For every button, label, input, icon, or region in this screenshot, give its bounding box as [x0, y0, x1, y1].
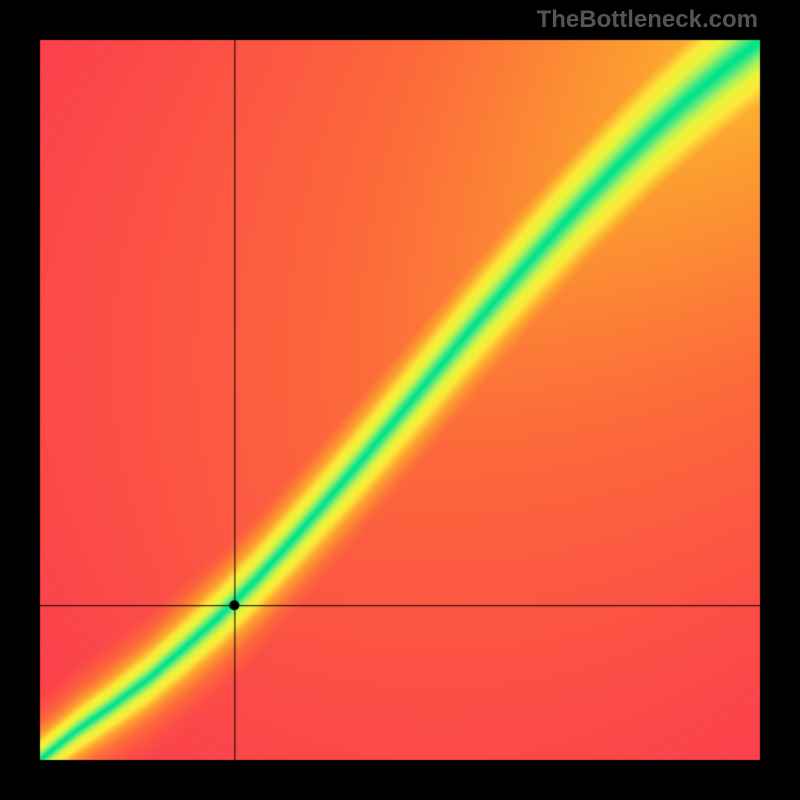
watermark-text: TheBottleneck.com: [537, 6, 758, 34]
bottleneck-heatmap: [0, 0, 800, 800]
chart-container: { "canvas": { "width": 800, "height": 80…: [0, 0, 800, 800]
